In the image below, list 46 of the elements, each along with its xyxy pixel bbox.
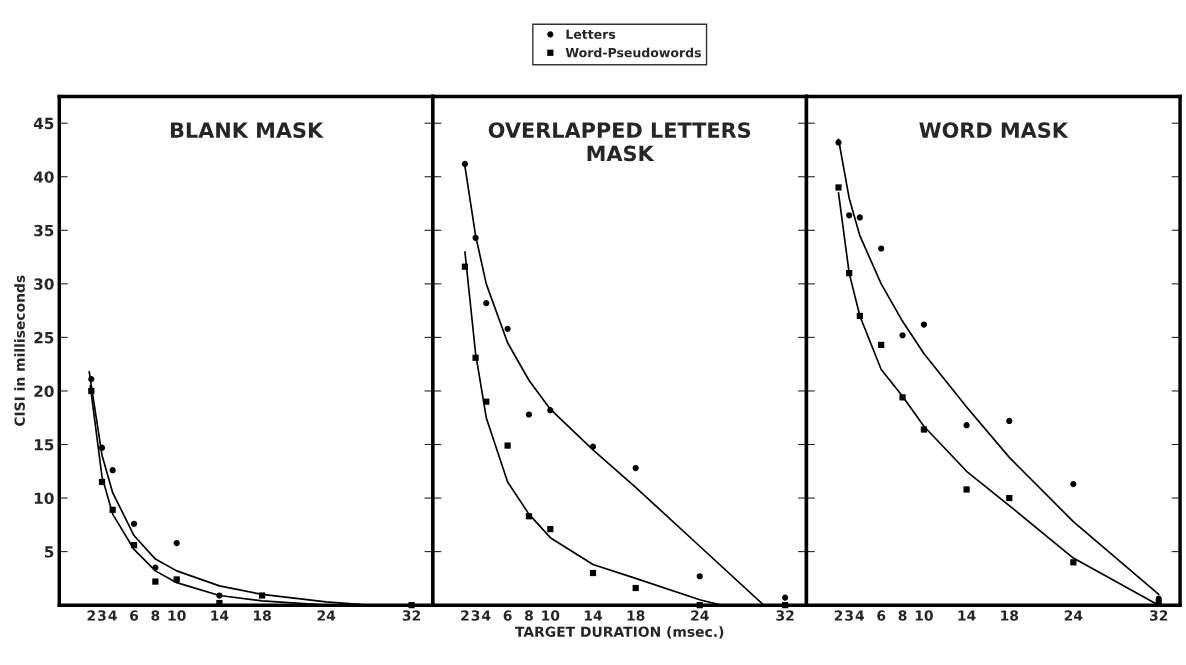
x-tick-label: 14 [584,610,603,621]
x-tick-label: 18 [1001,610,1019,621]
x-tick-label: 3 [471,610,480,621]
x-tick-label: 18 [627,610,645,621]
x-tick-label: 10 [168,610,186,621]
x-tick-label: 3 [845,610,853,621]
legend-label: Word-Pseudowords [565,47,701,58]
x-tick-label: 6 [877,610,886,621]
x-tick-label: 2 [87,610,95,621]
legend-label: Letters [566,29,616,39]
x-tick-label: 24 [1064,610,1083,621]
x-tick-label: 10 [542,610,560,621]
y-tick-label: 30 [34,278,54,290]
y-tick-label: 45 [33,117,54,130]
x-tick-label: 3 [98,610,106,621]
x-tick-label: 14 [211,610,229,621]
x-tick-label: 2 [461,610,469,621]
x-tick-label: 6 [130,610,139,621]
x-tick-label: 8 [898,610,907,621]
x-tick-label: 32 [402,610,420,621]
y-axis-title: CISI in milliseconds [14,275,25,427]
y-tick-label: 40 [33,171,54,183]
x-tick-label: 32 [776,610,794,621]
x-tick-label: 6 [503,610,512,621]
x-tick-label: 4 [482,610,491,621]
y-tick-label: 15 [34,439,54,451]
x-tick-label: 4 [855,610,865,621]
y-tick-label: 25 [34,331,54,344]
x-tick-label: 4 [108,610,117,621]
x-tick-label: 8 [151,610,160,621]
y-tick-label: 20 [34,385,54,397]
x-tick-label: 18 [254,610,271,621]
text: WORD MASK [919,122,1069,138]
y-tick-label: 35 [34,224,54,237]
x-tick-label: 2 [834,610,843,621]
text: BLANK MASK [170,122,324,138]
x-tick-label: 10 [915,610,933,621]
y-tick-label: 5 [44,546,54,558]
x-tick-label: 24 [317,610,336,621]
x-tick-label: 32 [1149,610,1168,621]
y-tick-label: 10 [34,492,54,505]
x-tick-label: 14 [958,610,976,621]
x-tick-label: 8 [524,610,533,621]
x-axis-title: TARGET DURATION (msec.) [515,626,724,639]
x-tick-label: 24 [691,610,709,621]
text: OVERLAPPED LETTERS MASK [488,122,751,162]
